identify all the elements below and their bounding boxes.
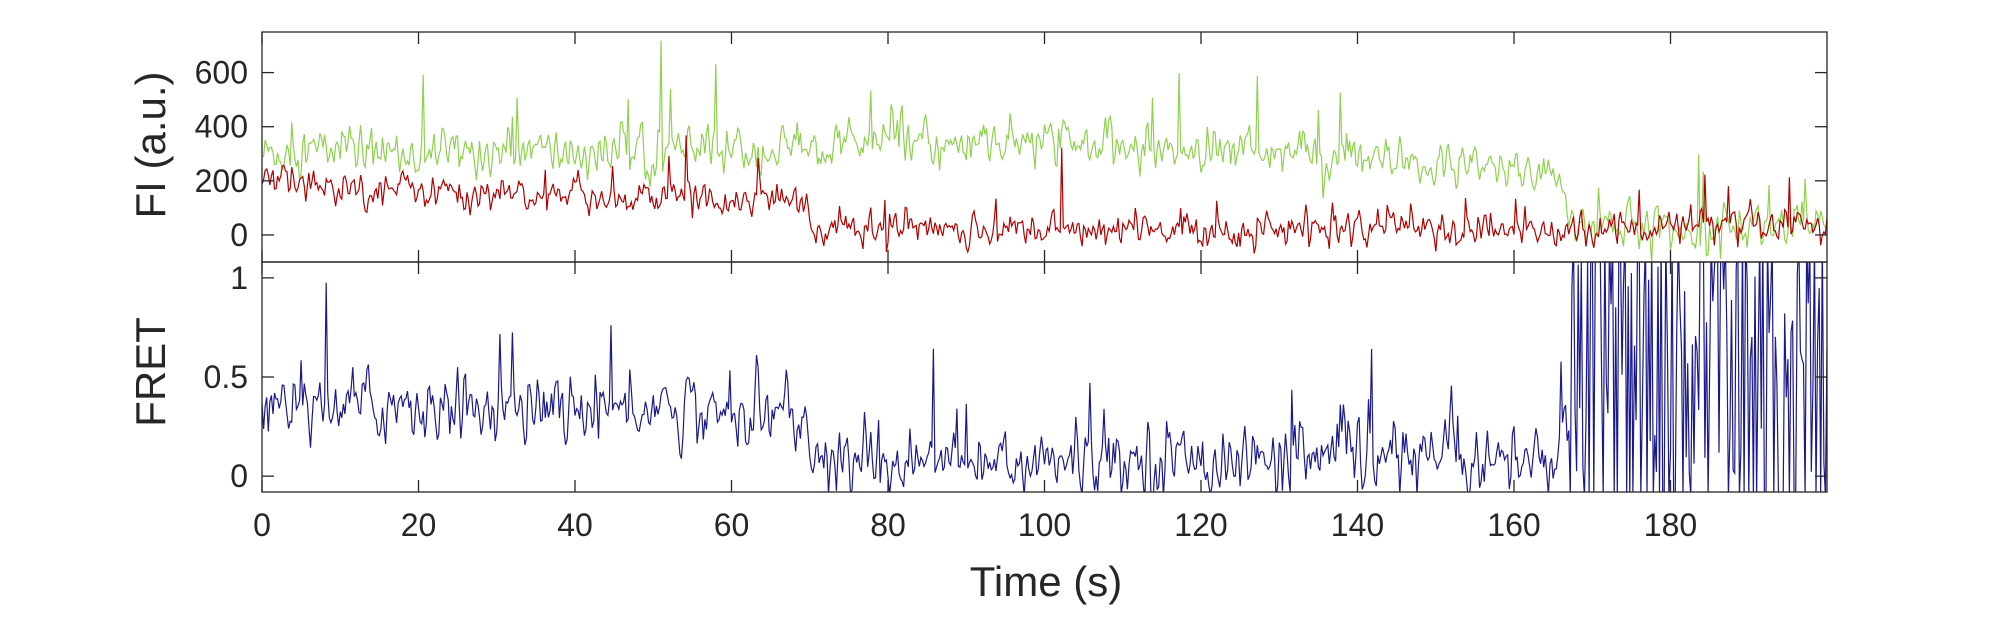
x-tick-label: 60 bbox=[714, 507, 750, 543]
x-tick-label: 80 bbox=[870, 507, 906, 543]
x-tick-label: 40 bbox=[557, 507, 593, 543]
x-tick-label: 100 bbox=[1018, 507, 1071, 543]
x-tick-label: 180 bbox=[1644, 507, 1697, 543]
fi-y-tick-label: 400 bbox=[195, 109, 248, 145]
fret-panel: 0 0.5 1 0 20 40 60 80 100 120 140 160 180 bbox=[204, 260, 1828, 543]
fi-y-tick-label: 200 bbox=[195, 163, 248, 199]
fret-y-tick-label: 1 bbox=[230, 260, 248, 296]
x-tick-label: 120 bbox=[1174, 507, 1227, 543]
fi-y-tick-label: 600 bbox=[195, 55, 248, 91]
fi-series-line-0 bbox=[262, 40, 1827, 262]
x-tick-label: 0 bbox=[253, 507, 271, 543]
fret-y-axis-label: FRET bbox=[127, 317, 174, 427]
time-x-axis-label: Time (s) bbox=[970, 558, 1122, 605]
fi-y-tick-label: 0 bbox=[230, 217, 248, 253]
fluorescence-y-axis-label: FI (a.u.) bbox=[127, 71, 174, 218]
fret-series-line-0 bbox=[262, 262, 1827, 492]
fluorescence-panel: 0 200 400 600 bbox=[195, 31, 1828, 263]
fret-y-tick-label: 0 bbox=[230, 458, 248, 494]
x-tick-label: 160 bbox=[1487, 507, 1540, 543]
x-tick-label: 20 bbox=[401, 507, 437, 543]
x-tick-label: 140 bbox=[1331, 507, 1384, 543]
fi-series-line-1 bbox=[262, 135, 1827, 254]
fret-y-tick-label: 0.5 bbox=[204, 359, 248, 395]
fi-axes-frame bbox=[261, 31, 1828, 263]
